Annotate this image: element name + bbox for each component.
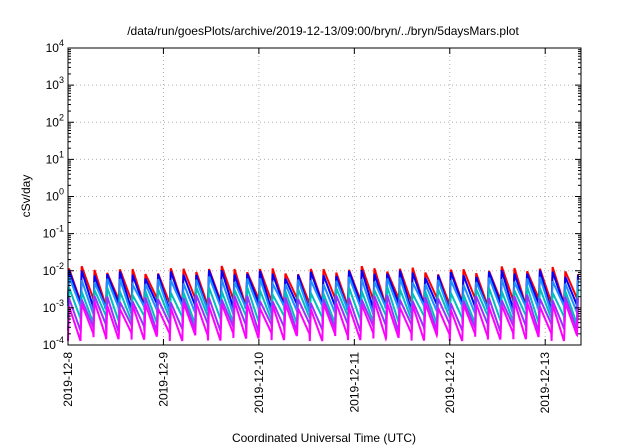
x-tick-label: 2019-12-12	[443, 352, 457, 414]
y-tick-label: 10-2	[43, 261, 64, 278]
y-axis-label: cSv/day	[19, 175, 33, 218]
y-tick-label: 104	[46, 38, 64, 55]
x-tick-label: 2019-12-8	[61, 352, 75, 407]
x-axis-label: Coordinated Universal Time (UTC)	[232, 431, 416, 445]
y-tick-label: 10-3	[43, 298, 64, 315]
x-tick-label: 2019-12-9	[156, 352, 170, 407]
y-tick-label: 102	[46, 112, 64, 129]
chart-title: /data/run/goesPlots/archive/2019-12-13/0…	[127, 24, 519, 38]
y-tick-label: 100	[46, 187, 64, 204]
x-tick-label: 2019-12-11	[347, 352, 361, 413]
series-line	[67, 300, 579, 343]
y-tick-label: 10-4	[43, 335, 64, 352]
y-tick-label: 101	[46, 149, 64, 166]
y-tick-label: 10-1	[43, 224, 64, 241]
series-layer	[67, 265, 579, 343]
x-tick-label: 2019-12-13	[538, 352, 552, 414]
y-tick-label: 103	[46, 75, 64, 92]
x-tick-label: 2019-12-10	[252, 352, 266, 414]
